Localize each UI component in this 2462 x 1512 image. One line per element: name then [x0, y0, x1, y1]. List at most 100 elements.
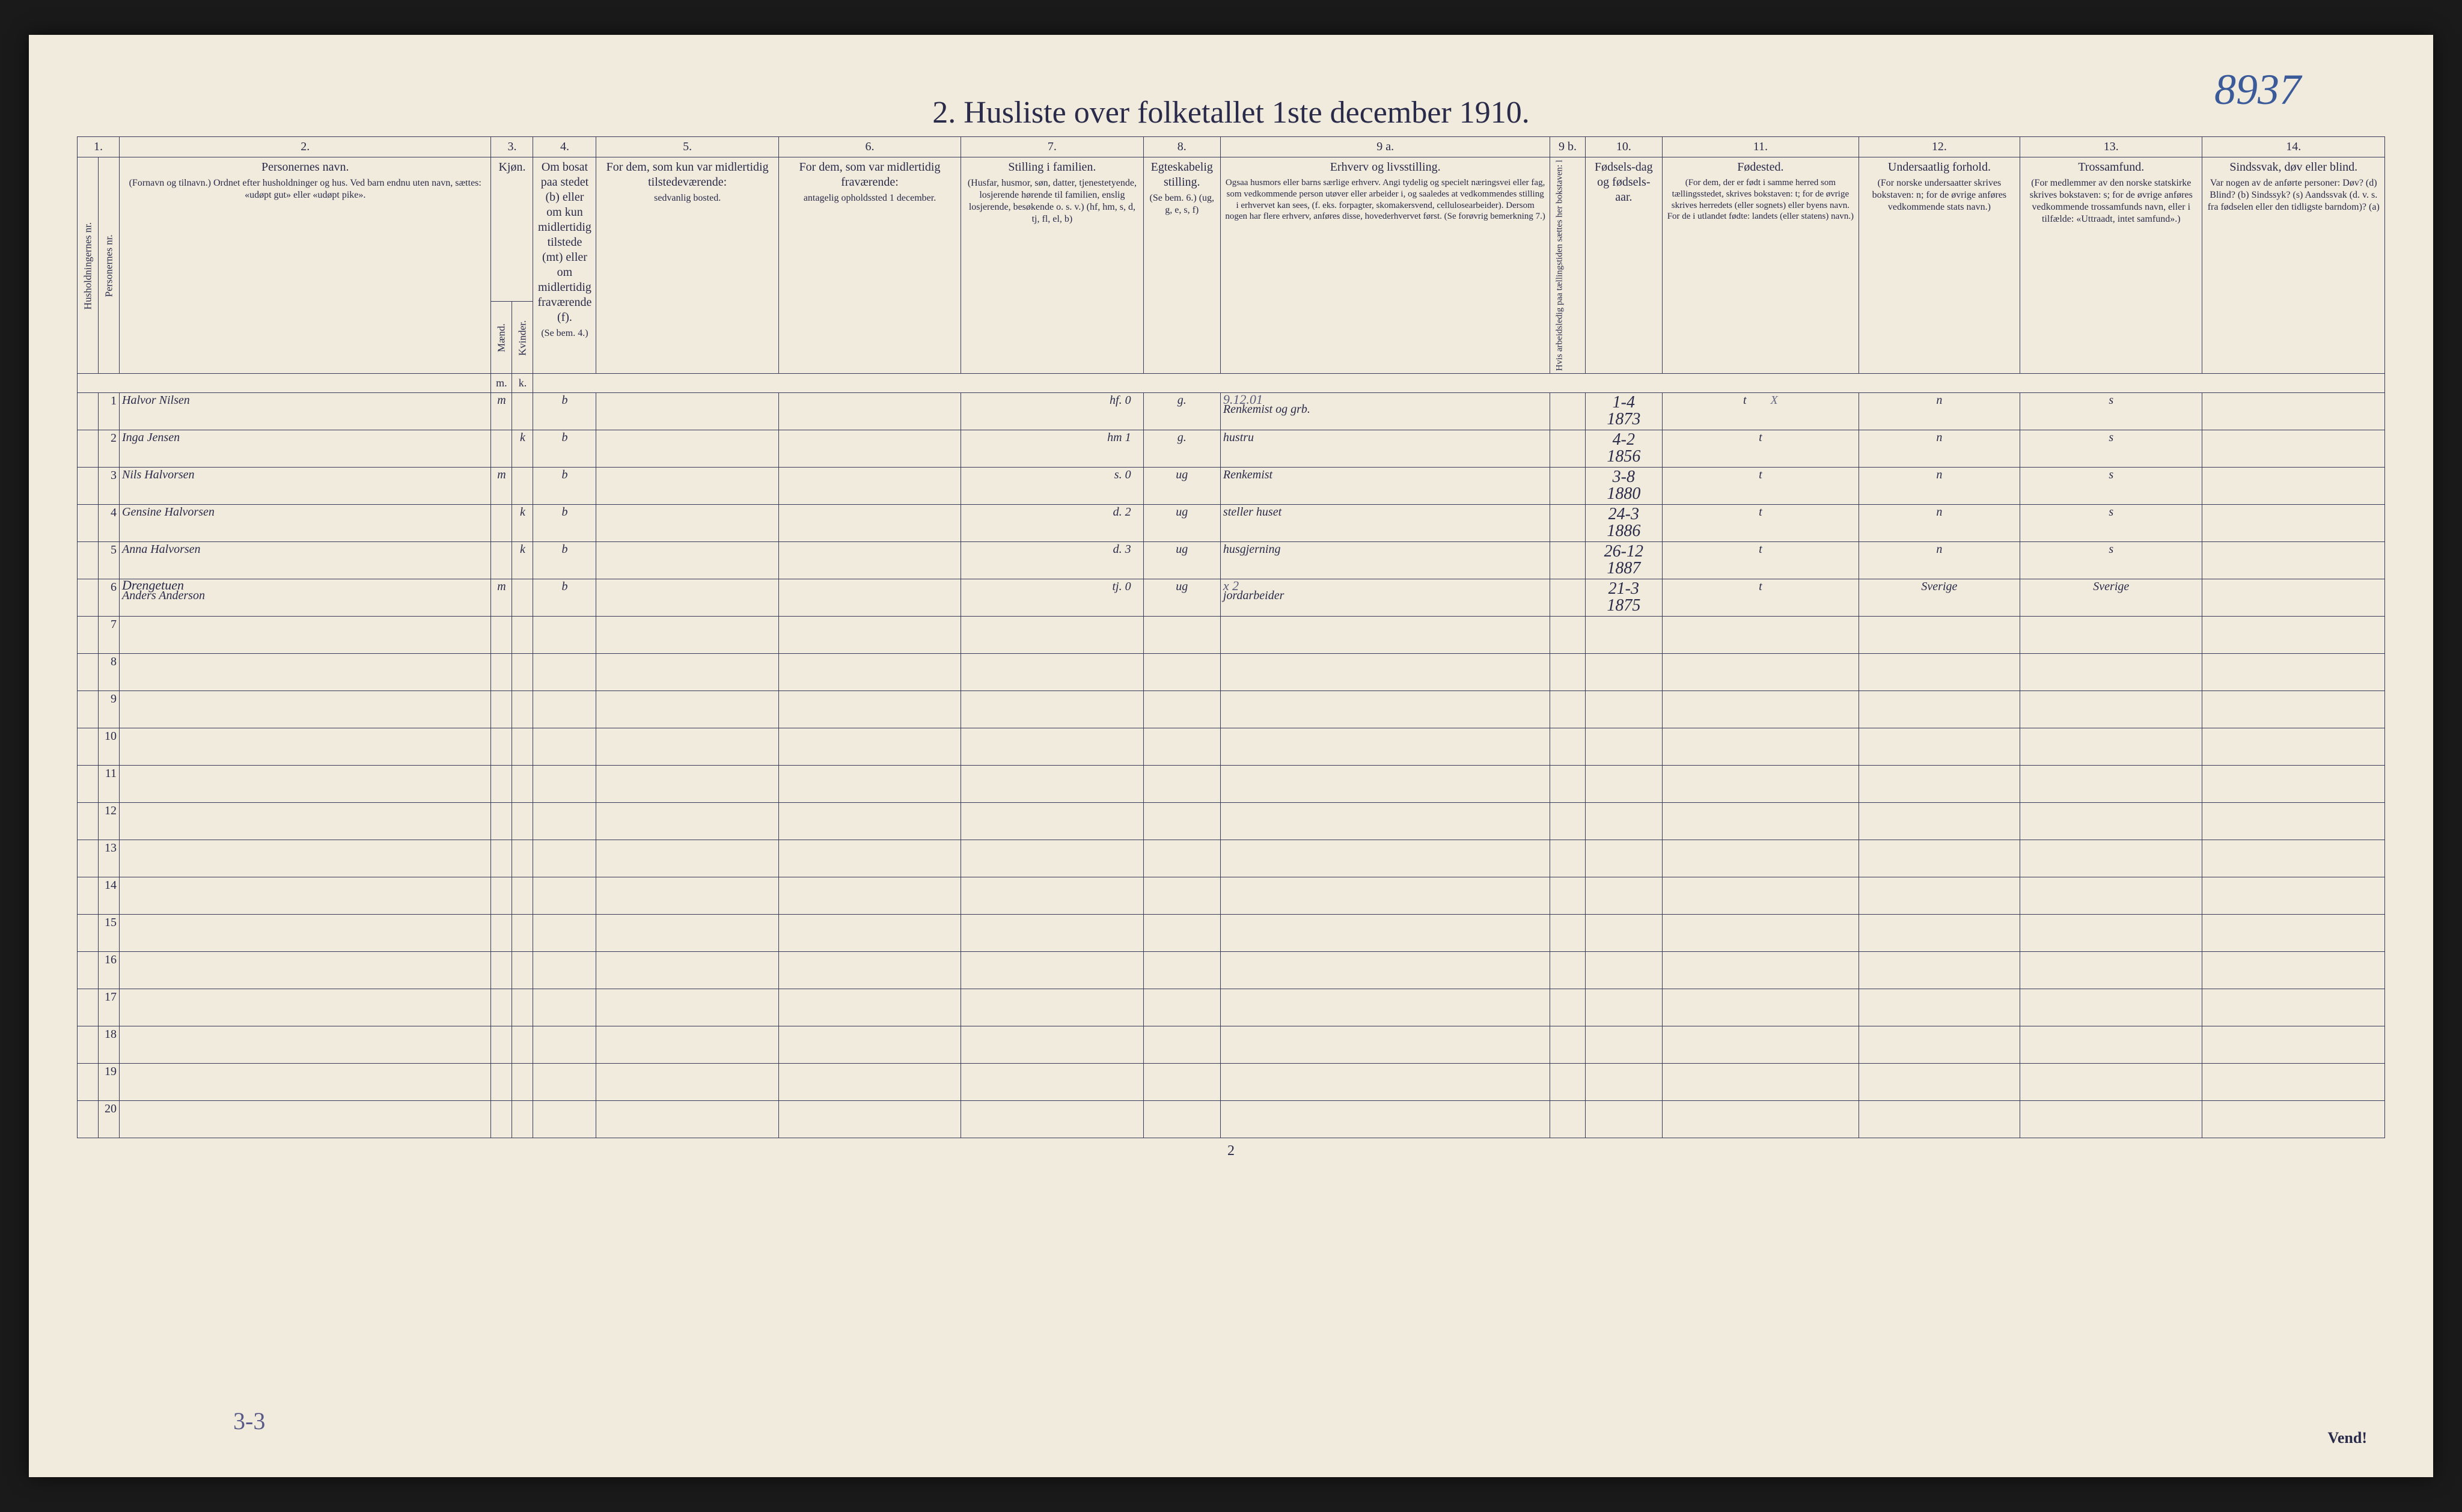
cell-name: Nils Halvorsen — [120, 467, 491, 504]
cell-citizenship: n — [1859, 541, 2020, 579]
cell-family-pos: d. 3 — [961, 541, 1143, 579]
cell-religion: s — [2020, 430, 2202, 467]
person-no: 20 — [99, 1100, 120, 1138]
hdr-birthplace-main: Fødested. — [1737, 160, 1783, 174]
cell-sex-k — [512, 467, 533, 504]
hdr-disability-main: Sindssvak, døv eller blind. — [2229, 160, 2357, 174]
cell-occupation: hustru — [1220, 430, 1550, 467]
hdr-disability: Sindssvak, døv eller blind. Var nogen av… — [2202, 157, 2385, 374]
cell-marital: g. — [1143, 430, 1220, 467]
column-number-row: 1. 2. 3. 4. 5. 6. 7. 8. 9 a. 9 b. 10. 11… — [78, 137, 2385, 157]
cell-sex-m: m — [491, 579, 512, 616]
cell-sex-m: m — [491, 392, 512, 430]
person-no: 9 — [99, 690, 120, 728]
hdr-female: Kvinder. — [512, 302, 533, 374]
table-row-empty: 16 — [78, 951, 2385, 989]
cell-sex-m — [491, 504, 512, 541]
hdr-k-abbr: k. — [512, 374, 533, 393]
person-no: 8 — [99, 653, 120, 690]
cell-marital: ug — [1143, 579, 1220, 616]
table-row: 4Gensine Halvorsenkbd. 2ugsteller huset2… — [78, 504, 2385, 541]
cell-sex-k — [512, 392, 533, 430]
person-no: 10 — [99, 728, 120, 765]
cell-sex-m — [491, 430, 512, 467]
person-no: 1 — [99, 392, 120, 430]
hdr-family-pos-sub: (Husfar, husmor, søn, datter, tjenestety… — [965, 177, 1139, 225]
cell-resident: b — [533, 467, 596, 504]
hdr-residence: Om bosat paa stedet (b) eller om kun mid… — [533, 157, 596, 374]
colnum-4: 4. — [533, 137, 596, 157]
table-row-empty: 9 — [78, 690, 2385, 728]
person-no: 13 — [99, 840, 120, 877]
person-no: 12 — [99, 802, 120, 840]
hdr-occupation-sub: Ogsaa husmors eller barns særlige erhver… — [1224, 177, 1546, 222]
hdr-birthplace-sub: (For dem, der er født i samme herred som… — [1666, 177, 1855, 222]
hdr-person-no: Personernes nr. — [99, 157, 120, 374]
hdr-temp-present-sub: sedvanlig bosted. — [600, 192, 774, 204]
cell-resident: b — [533, 392, 596, 430]
cell-disability — [2202, 504, 2385, 541]
hdr-religion: Trossamfund. (For medlemmer av den norsk… — [2020, 157, 2202, 374]
page-num: 2 — [77, 1143, 2385, 1159]
cell-sex-m: m — [491, 467, 512, 504]
cell-birthplace: t — [1663, 579, 1859, 616]
cell-name: Anna Halvorsen — [120, 541, 491, 579]
hdr-citizenship-sub: (For norske undersaatter skrives bokstav… — [1863, 177, 2016, 213]
table-row-empty: 20 — [78, 1100, 2385, 1138]
cell-sex-k: k — [512, 504, 533, 541]
household-no — [78, 579, 99, 616]
cell-marital: g. — [1143, 392, 1220, 430]
hdr-religion-main: Trossamfund. — [2078, 160, 2144, 174]
person-no: 6 — [99, 579, 120, 616]
colnum-14: 14. — [2202, 137, 2385, 157]
cell-citizenship: n — [1859, 392, 2020, 430]
table-row-empty: 17 — [78, 989, 2385, 1026]
hdr-family-pos-main: Stilling i familien. — [1008, 160, 1096, 174]
hdr-unemployed: Hvis arbeidsledig paa tællingstiden sætt… — [1550, 157, 1585, 374]
table-row: 3Nils Halvorsenmbs. 0ugRenkemist3-8 1880… — [78, 467, 2385, 504]
table-row: 2Inga Jensenkbhm 1g.hustru4-2 1856tns — [78, 430, 2385, 467]
cell-occupation: steller huset — [1220, 504, 1550, 541]
hdr-m-abbr: m. — [491, 374, 512, 393]
cell-sex-m — [491, 541, 512, 579]
table-row: 6DrengetuenAnders Andersonmbtj. 0ugx 2jo… — [78, 579, 2385, 616]
census-page: 8937 2. Husliste over folketallet 1ste d… — [29, 35, 2433, 1477]
cell-birthplace: t — [1663, 541, 1859, 579]
cell-occupation: x 2jordarbeider — [1220, 579, 1550, 616]
cell-sex-k: k — [512, 541, 533, 579]
colnum-9b: 9 b. — [1550, 137, 1585, 157]
colnum-7: 7. — [961, 137, 1143, 157]
hdr-temp-absent-sub: antagelig opholdssted 1 december. — [783, 192, 957, 204]
census-table: 1. 2. 3. 4. 5. 6. 7. 8. 9 a. 9 b. 10. 11… — [77, 136, 2385, 1138]
household-no — [78, 504, 99, 541]
cell-sex-k: k — [512, 430, 533, 467]
colnum-6: 6. — [778, 137, 961, 157]
annotation-bottom: 3-3 — [233, 1407, 265, 1435]
colnum-11: 11. — [1663, 137, 1859, 157]
hdr-family-pos: Stilling i familien. (Husfar, husmor, sø… — [961, 157, 1143, 374]
colnum-10: 10. — [1585, 137, 1662, 157]
cell-birthdate: 26-12 1887 — [1585, 541, 1662, 579]
table-row-empty: 18 — [78, 1026, 2385, 1063]
cell-family-pos: tj. 0 — [961, 579, 1143, 616]
cell-religion: s — [2020, 504, 2202, 541]
hdr-marital-sub: (Se bem. 6.) (ug, g, e, s, f) — [1147, 192, 1217, 216]
cell-birthdate: 21-3 1875 — [1585, 579, 1662, 616]
person-no: 2 — [99, 430, 120, 467]
person-no: 15 — [99, 914, 120, 951]
cell-resident: b — [533, 430, 596, 467]
person-no: 19 — [99, 1063, 120, 1100]
household-no — [78, 467, 99, 504]
cell-disability — [2202, 579, 2385, 616]
annotation-id: 8937 — [2214, 65, 2301, 115]
cell-birthdate: 1-4 1873 — [1585, 392, 1662, 430]
person-no: 4 — [99, 504, 120, 541]
hdr-citizenship: Undersaatlig forhold. (For norske unders… — [1859, 157, 2020, 374]
table-row-empty: 15 — [78, 914, 2385, 951]
cell-birthdate: 4-2 1856 — [1585, 430, 1662, 467]
colnum-1: 1. — [78, 137, 120, 157]
page-title: 2. Husliste over folketallet 1ste decemb… — [77, 95, 2385, 130]
cell-disability — [2202, 541, 2385, 579]
colnum-2: 2. — [120, 137, 491, 157]
cell-family-pos: hf. 0 — [961, 392, 1143, 430]
